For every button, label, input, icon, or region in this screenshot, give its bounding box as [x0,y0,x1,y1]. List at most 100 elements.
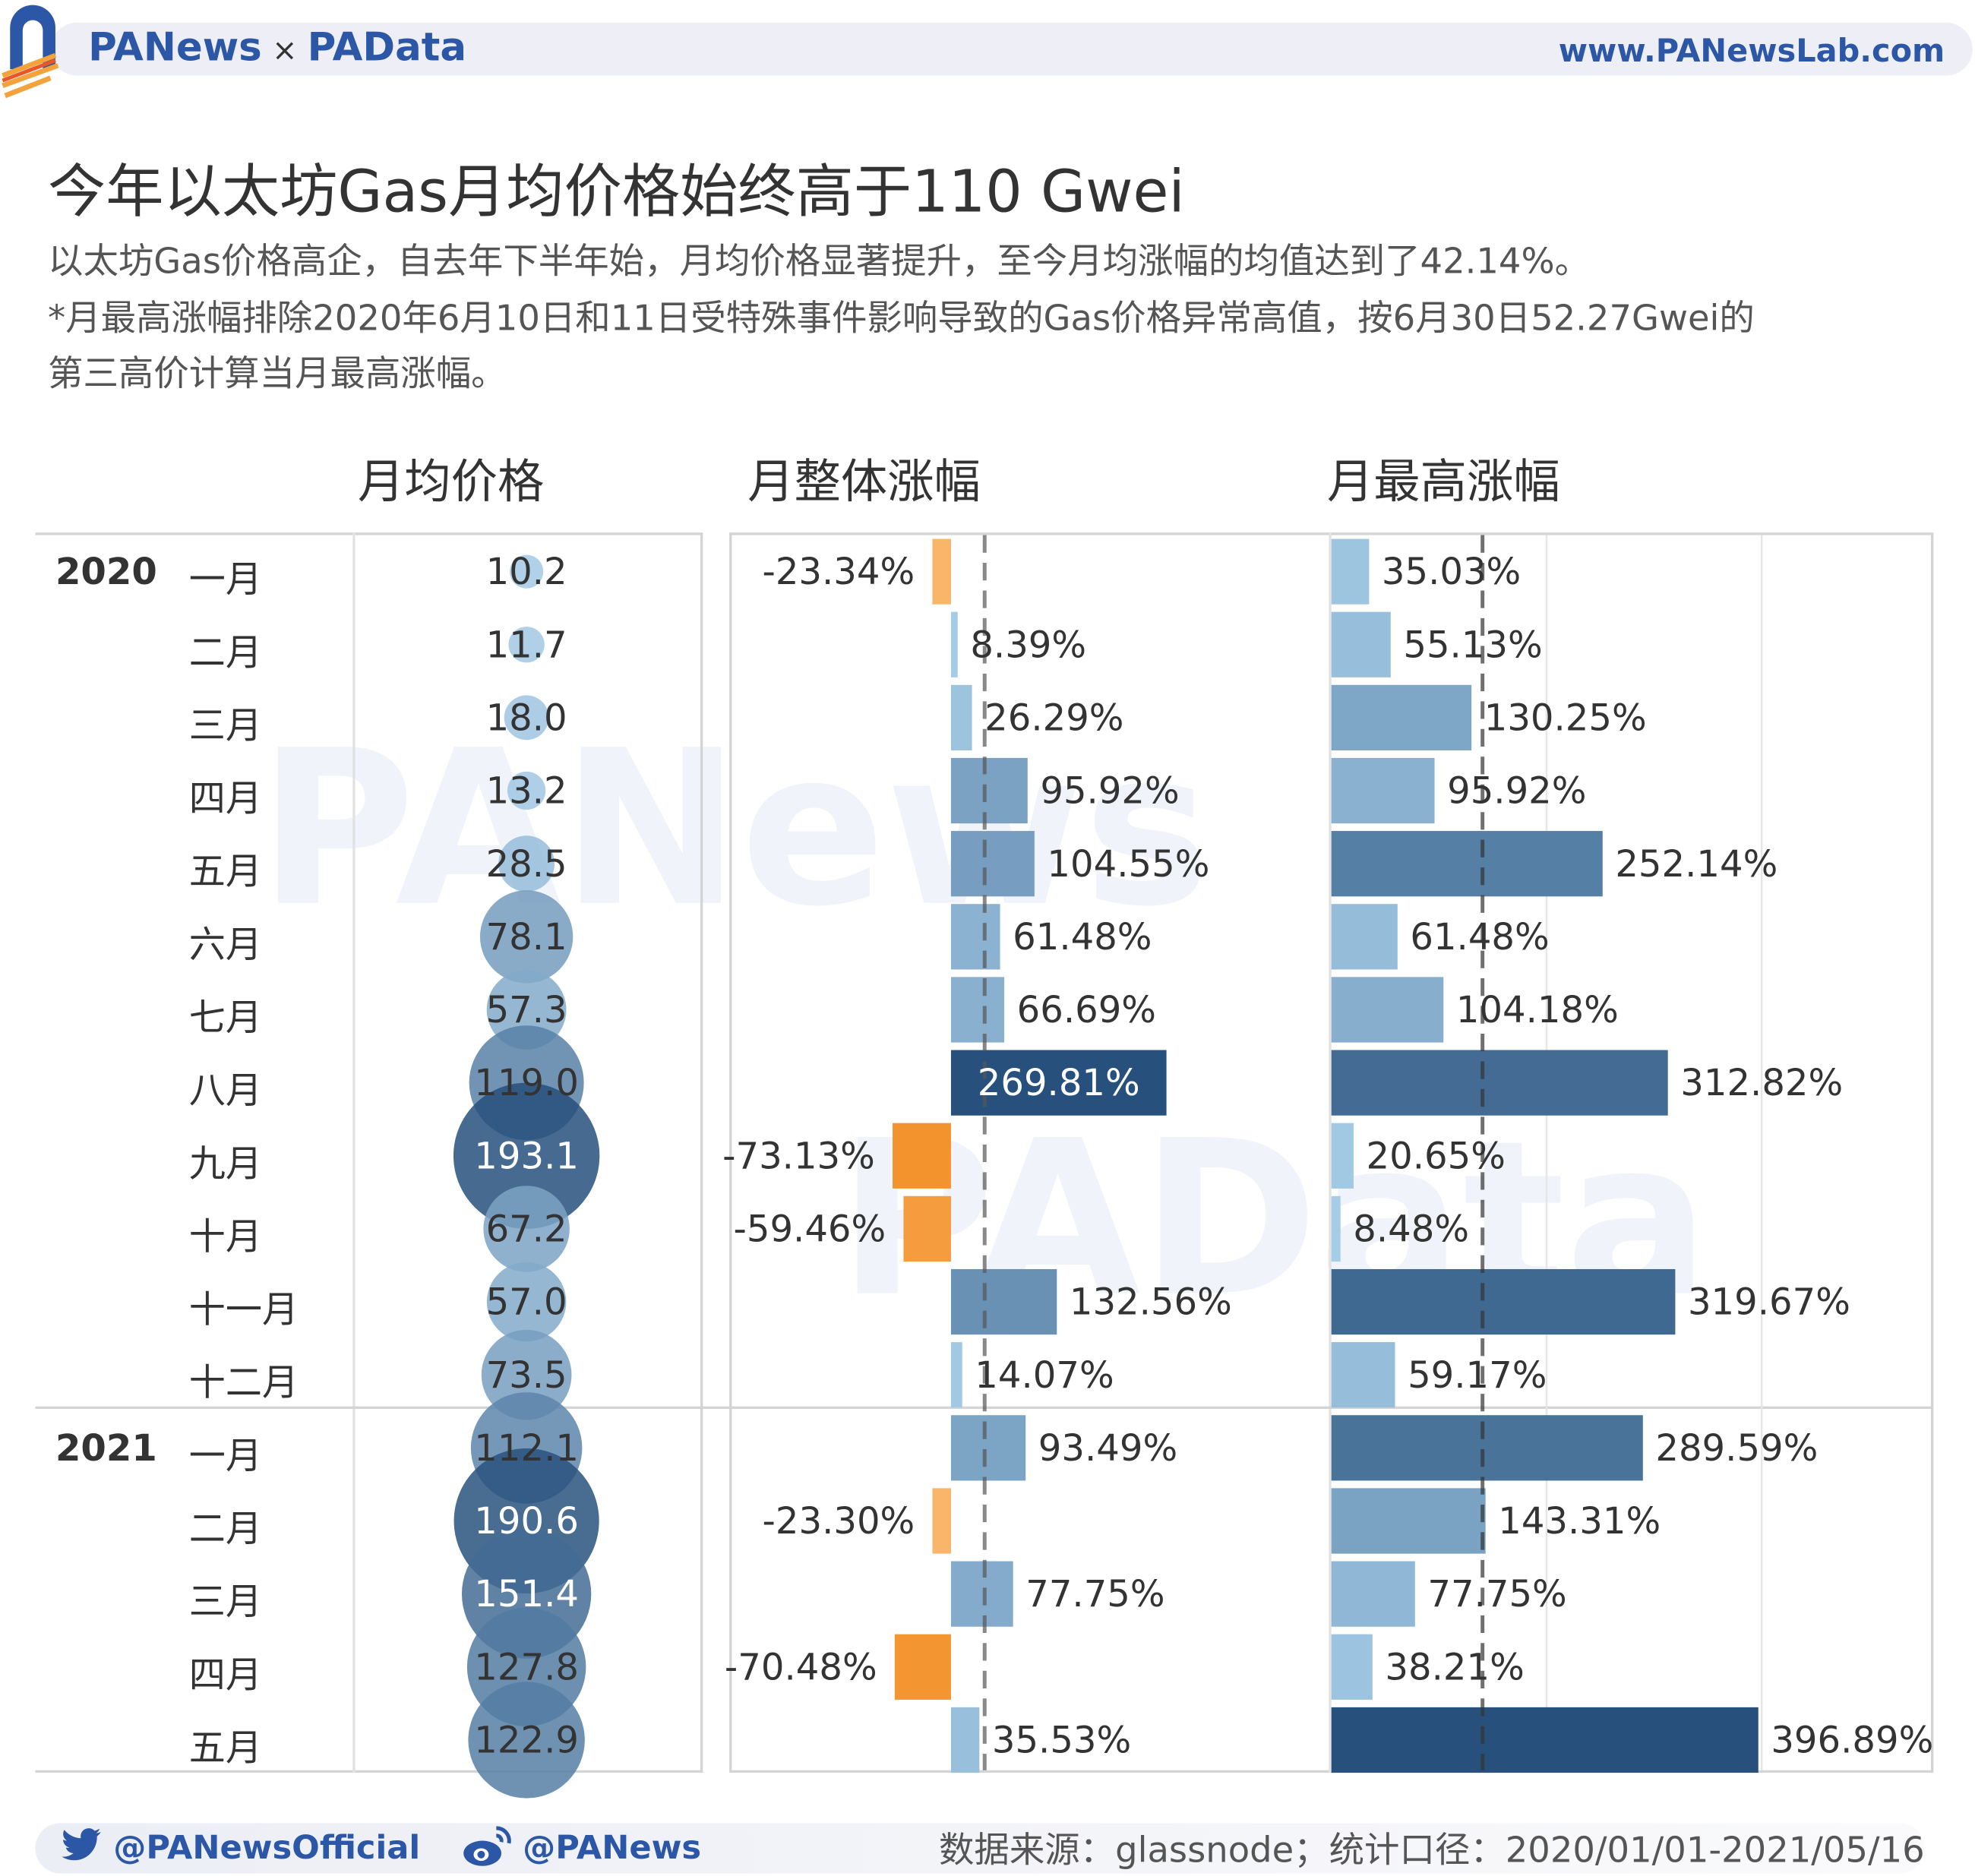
avg-price-label: 10.2 [485,550,567,593]
avg-price-bubble [507,771,546,810]
avg-price-label: 112.1 [474,1426,579,1470]
overall-change-bar [893,1123,951,1189]
year-label: 2021 [55,1426,157,1470]
max-change-bar [1331,611,1391,677]
month-label: 五月 [188,849,262,893]
avg-price-bubble [510,554,544,589]
max-change-bar [1331,1123,1354,1189]
month-label: 四月 [188,776,262,820]
max-change-label: 20.65% [1366,1134,1506,1177]
divider [35,532,353,535]
max-change-label: 61.48% [1410,915,1550,959]
column-header-avg-price: 月均价格 [357,454,545,509]
month-label: 三月 [188,703,262,747]
month-label: 十二月 [188,1360,299,1404]
max-change-bar [1331,831,1603,897]
overall-change-label: -73.13% [722,1134,875,1177]
overall-change-label: 66.69% [1016,988,1156,1031]
year-label: 2020 [55,550,157,593]
max-change-label: 38.21% [1385,1645,1525,1688]
overall-change-bar [950,1342,962,1408]
avg-price-label: 151.4 [474,1572,579,1615]
footer-bar [35,1823,1925,1874]
avg-price-label: 73.5 [485,1353,567,1397]
max-change-label: 312.82% [1680,1061,1844,1104]
max-change-bar [1331,904,1398,970]
divider [352,532,703,535]
avg-price-bubble [486,1262,567,1342]
overall-change-bar [950,1561,1013,1627]
avg-price-label: 57.3 [485,988,567,1031]
month-label: 二月 [188,630,262,674]
avg-price-bubble [483,1186,570,1272]
max-change-bar [1331,1488,1486,1554]
max-change-label: 8.48% [1353,1207,1470,1251]
avg-price-label: 67.2 [485,1207,567,1251]
overall-change-label: 35.53% [991,1718,1132,1762]
overall-change-label: 269.81% [977,1061,1140,1104]
avg-price-bubble [504,695,549,741]
divider [1329,532,1332,1773]
month-label: 九月 [188,1142,262,1185]
overall-change-label: 132.56% [1069,1280,1232,1324]
month-label: 二月 [188,1507,262,1550]
avg-price-label: 78.1 [485,915,567,959]
month-label: 七月 [188,996,262,1039]
avg-price-bubble [479,890,574,984]
max-change-label: 130.25% [1484,696,1647,740]
website-link[interactable]: www.PANewsLab.com [1558,33,1945,70]
max-change-label: 252.14% [1615,842,1778,886]
max-change-bar [1331,1342,1395,1408]
max-change-label: 35.03% [1381,550,1522,593]
avg-price-bubble [508,627,545,663]
avg-price-label: 119.0 [474,1061,579,1104]
month-label: 一月 [188,1434,262,1477]
avg-price-label: 193.1 [474,1134,579,1177]
column-header-overall-change: 月整体涨幅 [747,454,981,509]
weibo-icon [463,1826,511,1866]
overall-change-bar [950,1415,1026,1481]
max-change-label: 55.13% [1403,623,1543,666]
overall-change-bar [950,1707,980,1773]
max-change-label: 95.92% [1447,769,1587,813]
overall-change-bar [950,611,958,677]
month-label: 六月 [188,923,262,966]
overall-change-label: 104.55% [1047,842,1210,886]
twitter-handle[interactable]: @PANewsOfficial [113,1829,421,1868]
max-change-bar [1331,1561,1415,1627]
max-change-label: 104.18% [1455,988,1619,1031]
overall-change-label: 26.29% [984,696,1124,740]
avg-price-label: 127.8 [474,1645,579,1688]
month-label: 五月 [188,1726,262,1770]
overall-change-label: 14.07% [975,1353,1114,1397]
overall-change-bar [950,831,1035,897]
max-change-bar [1331,1268,1676,1335]
overall-change-bar [932,538,951,605]
overall-change-label: -23.30% [762,1499,915,1543]
max-change-bar [1331,1195,1341,1262]
avg-price-label: 190.6 [474,1499,579,1543]
month-label: 一月 [188,557,262,601]
avg-price-bubble [468,1682,585,1799]
subtitle-line-1: 以太坊Gas价格高企，自去年下半年始，月均价格显著提升，至今月均涨幅的均值达到了… [48,240,1591,283]
max-change-label: 59.17% [1408,1353,1547,1397]
month-label: 八月 [188,1069,262,1112]
overall-change-bar [950,757,1028,824]
weibo-handle[interactable]: @PANews [523,1829,702,1868]
overall-change-label: 77.75% [1025,1572,1165,1615]
max-change-bar [1331,1634,1373,1700]
max-change-label: 143.31% [1498,1499,1661,1543]
overall-change-label: -59.46% [733,1207,886,1251]
month-label: 十月 [188,1214,262,1259]
max-change-bar [1331,538,1370,605]
overall-change-bar [950,684,972,750]
avg-price-label: 122.9 [474,1718,579,1762]
overall-change-label: -70.48% [724,1645,877,1688]
avg-price-label: 18.0 [485,696,567,740]
column-header-max-change: 月最高涨幅 [1326,454,1560,509]
divider [352,532,356,1773]
data-source-note: 数据来源：glassnode；统计口径：2020/01/01-2021/05/1… [938,1829,1925,1871]
panel-avg-price [35,532,703,1773]
